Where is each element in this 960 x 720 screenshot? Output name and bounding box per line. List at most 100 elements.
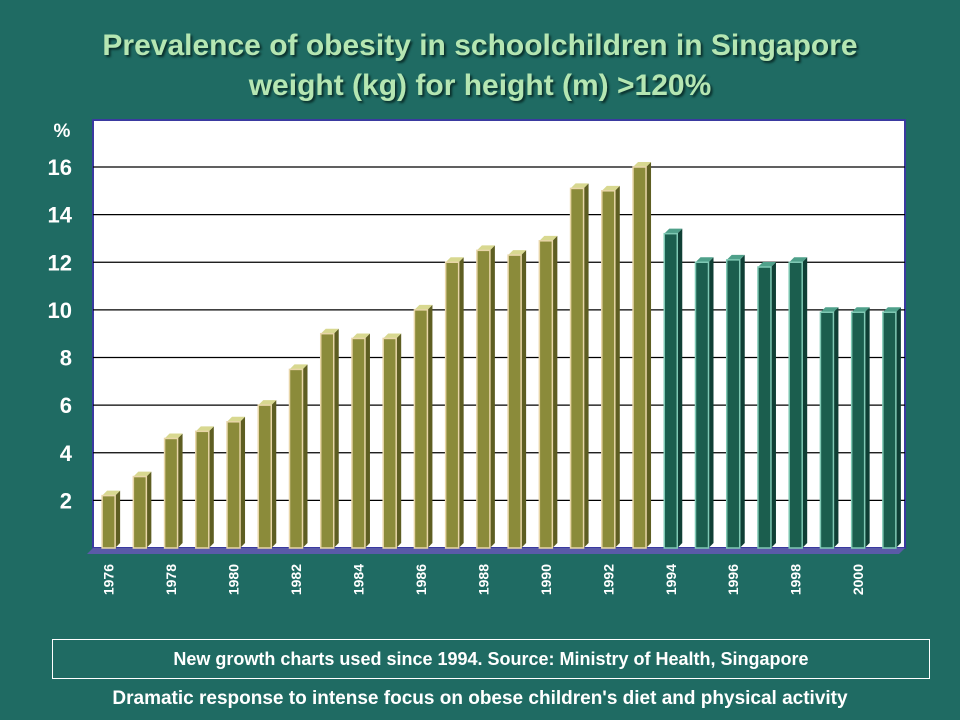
bar-side <box>802 257 808 548</box>
bar-front <box>725 259 741 549</box>
bar-1987 <box>444 257 464 549</box>
bar-top <box>882 307 901 313</box>
y-axis-label: % <box>54 121 71 142</box>
x-tick-label: 1986 <box>413 564 429 595</box>
bar-1996 <box>725 254 745 549</box>
bar-1986 <box>413 304 433 549</box>
y-tick-label: 2 <box>60 488 72 513</box>
bar-1985 <box>382 333 402 549</box>
bar-side <box>833 307 839 548</box>
bar-side <box>458 257 464 548</box>
bar-side <box>677 228 683 549</box>
bar-front <box>413 309 429 549</box>
bar-side <box>489 245 495 548</box>
bar-1998 <box>788 257 808 549</box>
bar-side <box>271 400 277 548</box>
bar-1984 <box>351 333 370 549</box>
y-tick-label: 16 <box>48 155 72 180</box>
bar-front <box>569 187 585 549</box>
bar-front <box>163 437 179 549</box>
bar-side <box>240 416 246 548</box>
bar-side <box>614 185 620 548</box>
bar-top <box>664 228 683 234</box>
bar-1993 <box>632 162 652 549</box>
bar-front <box>538 240 554 549</box>
bar-top <box>351 333 370 339</box>
bar-front <box>226 421 241 549</box>
x-tick-label: 1978 <box>163 564 179 595</box>
y-tick-label: 6 <box>60 393 72 418</box>
bar-side <box>521 250 527 548</box>
bar-top <box>289 364 308 370</box>
bar-1988 <box>476 245 495 549</box>
bar-front <box>882 311 897 549</box>
bar-front <box>819 311 835 549</box>
bar-top <box>133 471 152 477</box>
bar-side <box>208 426 214 548</box>
bar-top <box>476 245 495 251</box>
bar-top <box>695 257 714 263</box>
y-tick-label: 10 <box>48 298 72 323</box>
x-tick-label: 1982 <box>288 564 304 595</box>
bar-top <box>164 433 183 439</box>
chart-floor <box>87 548 905 554</box>
bar-side <box>427 304 433 548</box>
bar-front <box>694 261 710 549</box>
bar-top <box>195 426 214 432</box>
bar-2001 <box>882 307 901 549</box>
bar-1989 <box>507 250 527 549</box>
bar-front <box>632 166 647 549</box>
bar-top <box>383 333 402 339</box>
bar-side <box>302 364 308 548</box>
bar-side <box>115 490 121 548</box>
bar-front <box>319 332 335 549</box>
plot-area <box>92 119 906 549</box>
bar-front <box>132 475 148 549</box>
bar-front <box>788 261 803 549</box>
x-tick-label: 1990 <box>538 564 554 595</box>
bar-1981 <box>257 400 277 549</box>
bar-1979 <box>195 426 214 549</box>
bar-front <box>101 494 116 549</box>
bar-front <box>351 337 366 549</box>
y-tick-label: 4 <box>60 441 73 466</box>
bar-top <box>851 307 870 313</box>
x-tick-label: 1980 <box>226 564 242 595</box>
bar-top <box>789 257 808 263</box>
bar-front <box>288 368 304 549</box>
bar-1977 <box>132 471 152 549</box>
y-tick-label: 8 <box>60 346 72 371</box>
bar-top <box>320 328 339 334</box>
bar-front <box>476 249 491 549</box>
bar-1991 <box>569 183 589 549</box>
x-tick-label: 1994 <box>663 564 679 595</box>
x-tick-label: 1996 <box>725 564 741 595</box>
bar-top <box>570 183 589 189</box>
y-tick-label: 14 <box>48 203 73 228</box>
bar-side <box>583 183 589 548</box>
bar-top <box>726 254 745 260</box>
bar-top <box>633 162 652 167</box>
bar-side <box>646 162 652 548</box>
bar-side <box>895 307 901 548</box>
bar-1982 <box>288 364 308 549</box>
bar-1994 <box>663 228 683 549</box>
footer-caption: Dramatic response to intense focus on ob… <box>112 688 848 709</box>
x-tick-label: 2000 <box>850 564 866 595</box>
bar-top <box>508 250 527 256</box>
bar-side <box>396 333 402 548</box>
bar-1990 <box>538 235 558 549</box>
bar-top <box>757 262 776 268</box>
x-tick-label: 1984 <box>350 564 366 595</box>
bar-top <box>601 185 620 191</box>
bar-top <box>820 307 839 313</box>
bar-1997 <box>757 262 776 549</box>
source-note: New growth charts used since 1994. Sourc… <box>52 639 930 679</box>
bar-top <box>539 235 558 241</box>
bar-side <box>708 257 714 548</box>
bar-side <box>333 328 339 548</box>
bar-side <box>177 433 183 548</box>
bar-chart: % 2 4 6 8 10 12 14 16 1976 1978 1980 1982 1984 1986 1… <box>48 119 906 595</box>
bar-1983 <box>319 328 339 549</box>
bar-front <box>444 261 460 549</box>
